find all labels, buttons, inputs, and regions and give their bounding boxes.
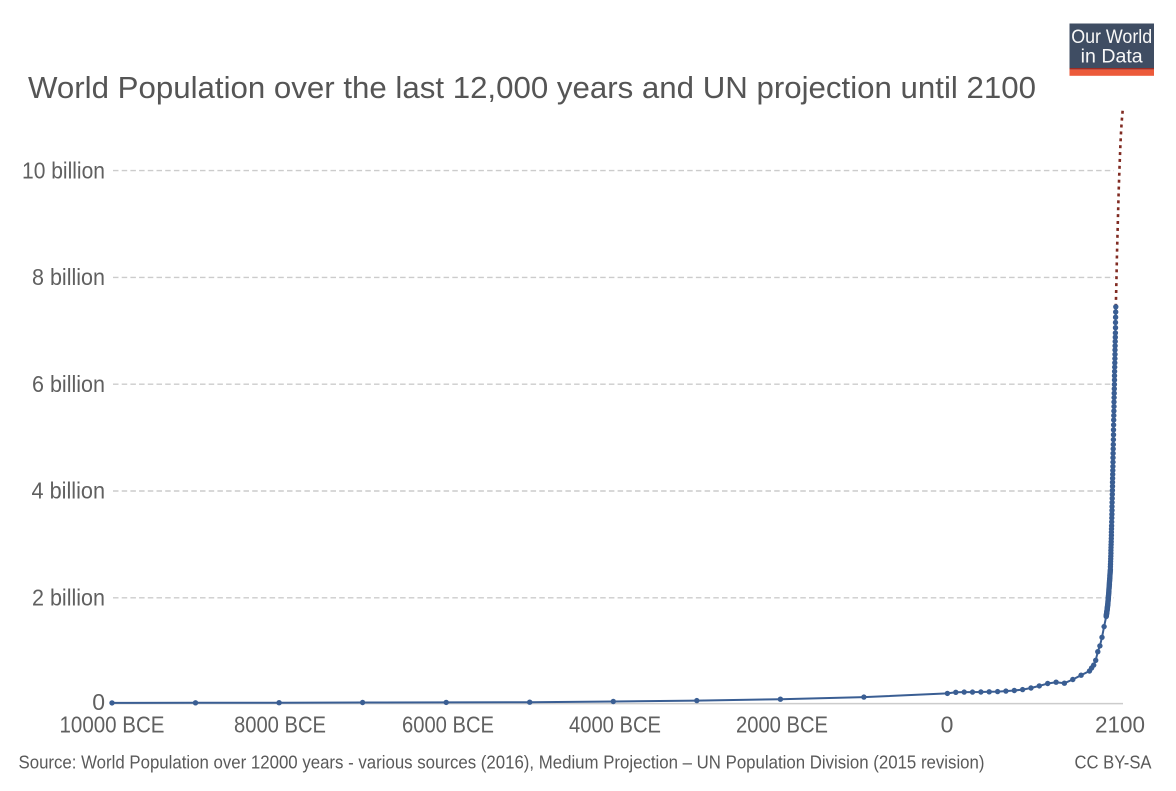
svg-text:10 billion: 10 billion bbox=[22, 157, 105, 183]
svg-text:10000 BCE: 10000 BCE bbox=[60, 712, 165, 738]
svg-text:0: 0 bbox=[941, 712, 954, 738]
svg-text:Source: World Population over: Source: World Population over 12000 year… bbox=[19, 753, 985, 773]
svg-text:6000 BCE: 6000 BCE bbox=[402, 712, 494, 738]
svg-text:CC BY-SA: CC BY-SA bbox=[1075, 753, 1152, 773]
svg-text:World Population over the last: World Population over the last 12,000 ye… bbox=[28, 70, 1036, 105]
svg-text:2 billion: 2 billion bbox=[32, 585, 105, 611]
svg-text:0: 0 bbox=[92, 689, 105, 715]
svg-text:Our World: Our World bbox=[1071, 27, 1152, 48]
svg-text:in Data: in Data bbox=[1081, 46, 1143, 67]
svg-text:8000 BCE: 8000 BCE bbox=[234, 712, 326, 738]
svg-text:8 billion: 8 billion bbox=[32, 264, 105, 290]
svg-text:4 billion: 4 billion bbox=[32, 478, 106, 504]
svg-text:2000 BCE: 2000 BCE bbox=[736, 712, 828, 738]
svg-text:6 billion: 6 billion bbox=[32, 371, 105, 397]
svg-text:4000 BCE: 4000 BCE bbox=[569, 712, 661, 738]
svg-text:2100: 2100 bbox=[1095, 712, 1145, 738]
